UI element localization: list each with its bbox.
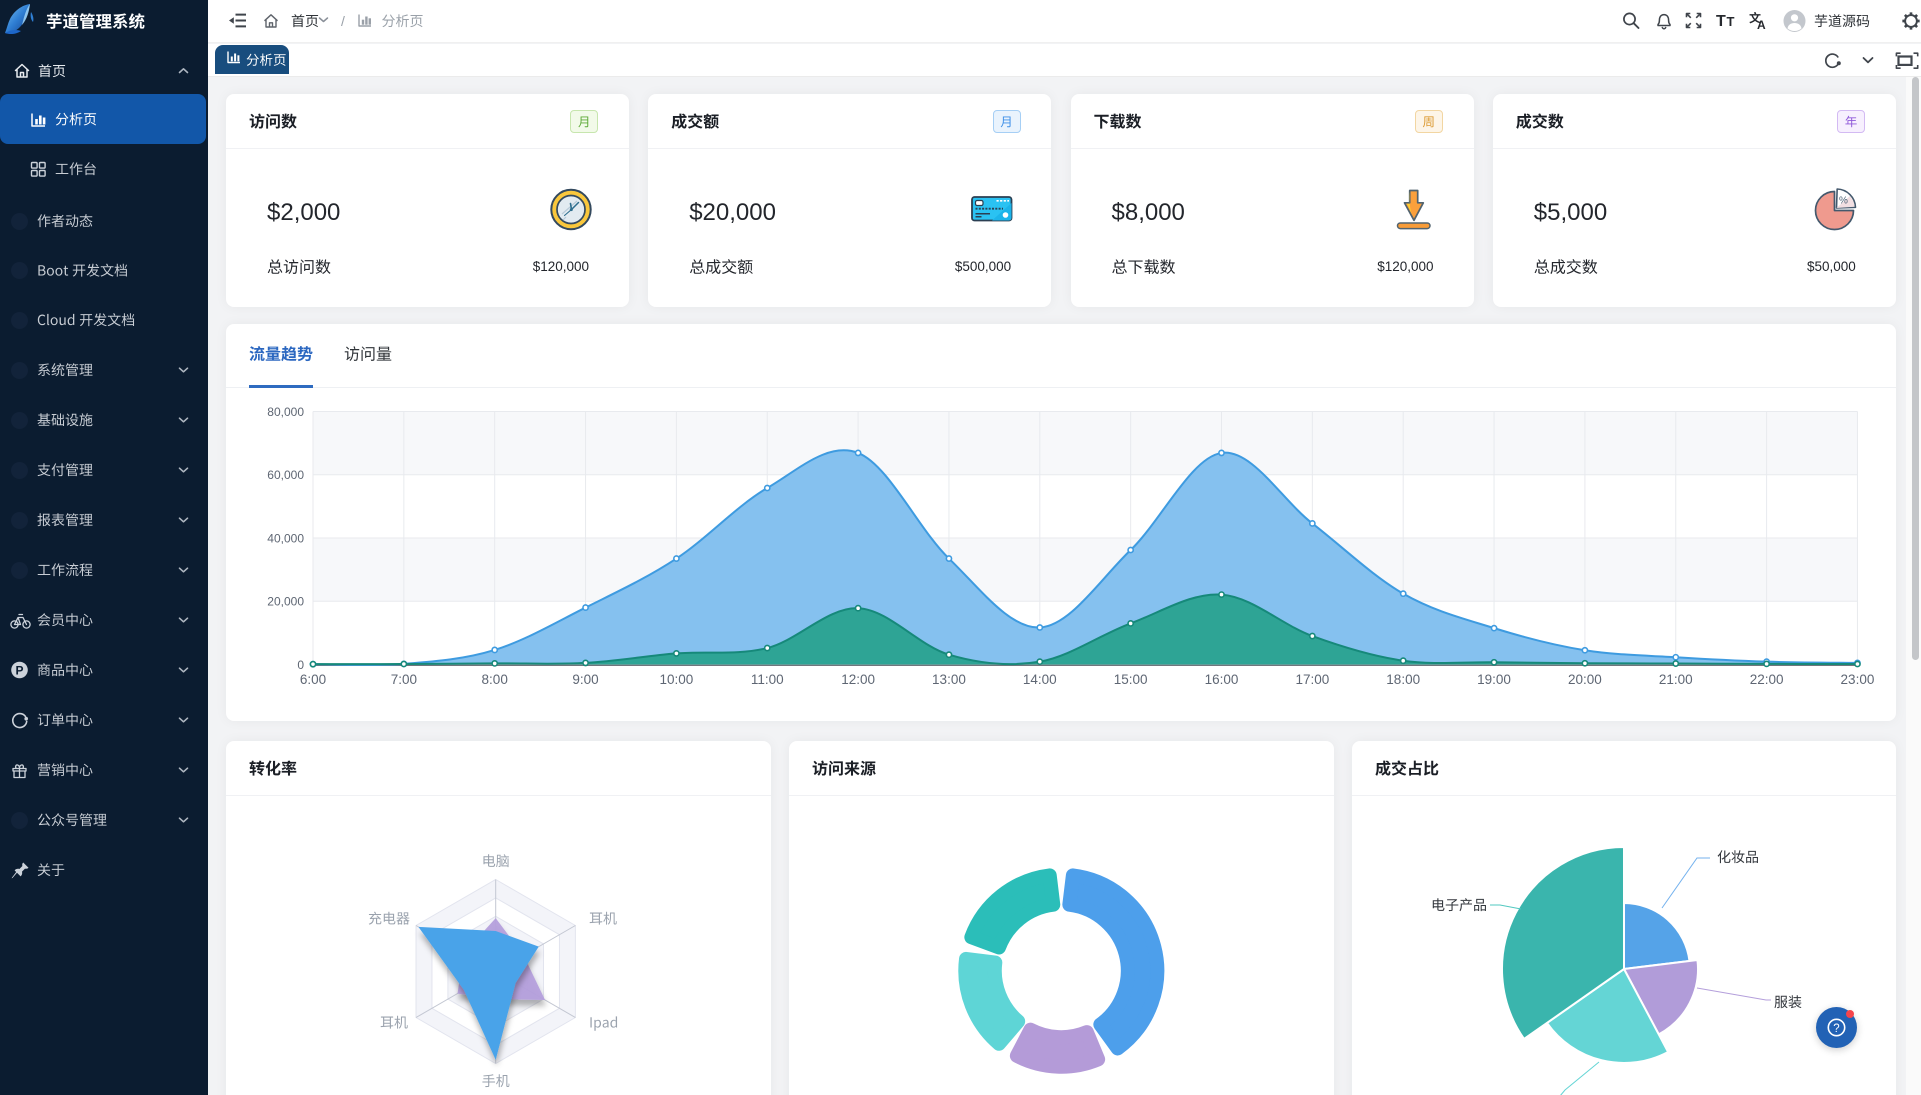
svg-text:19:00: 19:00 [1477,672,1511,687]
svg-text:?: ? [1833,1023,1839,1035]
svg-text:7:00: 7:00 [391,672,417,687]
svg-text:0: 0 [297,658,304,672]
svg-text:60,000: 60,000 [267,468,304,482]
svg-text:13:00: 13:00 [932,672,966,687]
svg-text:16:00: 16:00 [1205,672,1239,687]
svg-text:21:00: 21:00 [1659,672,1693,687]
svg-text:22:00: 22:00 [1750,672,1784,687]
svg-text:80,000: 80,000 [267,405,304,419]
svg-text:15:00: 15:00 [1114,672,1148,687]
svg-text:17:00: 17:00 [1295,672,1329,687]
svg-text:40,000: 40,000 [267,531,304,545]
svg-text:23:00: 23:00 [1841,672,1875,687]
svg-text:11:00: 11:00 [751,672,784,687]
svg-text:12:00: 12:00 [841,672,875,687]
svg-text:14:00: 14:00 [1023,672,1057,687]
svg-text:20:00: 20:00 [1568,672,1602,687]
svg-text:18:00: 18:00 [1386,672,1420,687]
svg-text:6:00: 6:00 [300,672,326,687]
svg-text:10:00: 10:00 [660,672,694,687]
svg-text:9:00: 9:00 [572,672,598,687]
svg-text:8:00: 8:00 [482,672,508,687]
svg-text:20,000: 20,000 [267,595,304,609]
